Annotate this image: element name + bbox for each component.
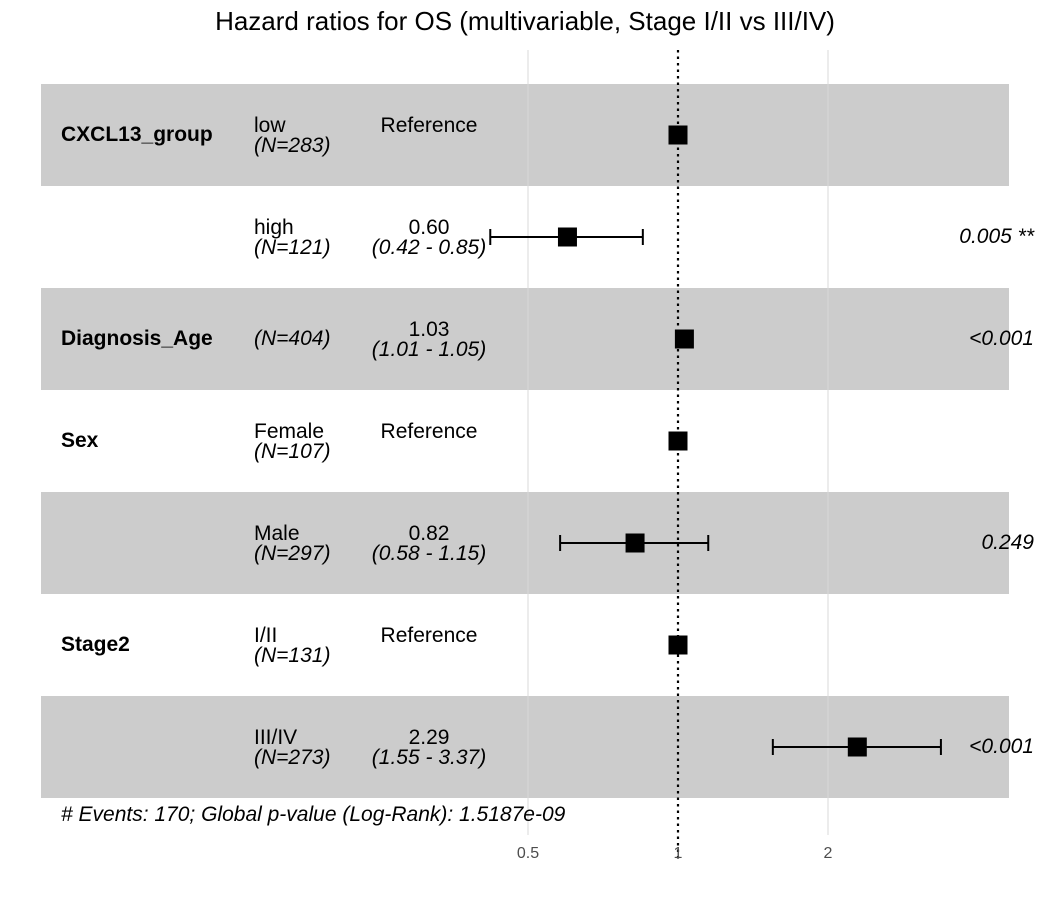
footer-note: # Events: 170; Global p-value (Log-Rank)… <box>61 803 566 826</box>
ci-value: (1.55 - 3.37) <box>371 746 487 769</box>
p-value: <0.001 <box>969 327 1034 350</box>
hr-value: 2.29 <box>408 726 450 749</box>
hr-value: 0.82 <box>408 522 450 545</box>
level-label: high <box>254 216 294 239</box>
hr-value: 1.03 <box>408 318 450 341</box>
hr-point <box>668 125 688 145</box>
n-label: (N=283) <box>254 134 331 157</box>
hr-value: 0.60 <box>408 216 450 239</box>
x-tick-label: 0.5 <box>517 845 539 862</box>
n-label: (N=121) <box>254 236 331 259</box>
hr-point <box>557 227 577 247</box>
p-value: 0.005 ** <box>959 225 1034 248</box>
row-band <box>41 84 1009 186</box>
variable-label: Sex <box>61 429 99 452</box>
chart-title: Hazard ratios for OS (multivariable, Sta… <box>215 6 835 36</box>
row-band <box>41 288 1009 390</box>
ci-value: (0.58 - 1.15) <box>371 542 487 565</box>
hr-point <box>668 431 688 451</box>
n-label: (N=107) <box>254 440 331 463</box>
level-label: Male <box>254 522 300 545</box>
hr-point <box>625 533 645 553</box>
x-tick-label: 2 <box>824 845 833 862</box>
n-label: (N=273) <box>254 746 331 769</box>
hr-point <box>674 329 694 349</box>
variable-label: CXCL13_group <box>61 123 213 146</box>
p-value: 0.249 <box>981 531 1034 554</box>
variable-label: Diagnosis_Age <box>61 327 213 350</box>
ci-value: (1.01 - 1.05) <box>371 338 487 361</box>
n-label: (N=297) <box>254 542 331 565</box>
x-tick-label: 1 <box>674 845 683 862</box>
variable-label: Stage2 <box>61 633 130 656</box>
level-label: III/IV <box>254 726 298 749</box>
level-label: Female <box>254 420 325 443</box>
n-label: (N=404) <box>254 327 331 350</box>
hr-point <box>847 737 867 757</box>
hr-value: Reference <box>380 420 478 443</box>
p-value: <0.001 <box>969 735 1034 758</box>
hr-value: Reference <box>380 624 478 647</box>
level-label: low <box>254 114 286 137</box>
n-label: (N=131) <box>254 644 331 667</box>
hr-value: Reference <box>380 114 478 137</box>
ci-value: (0.42 - 0.85) <box>371 236 487 259</box>
level-label: I/II <box>254 624 278 647</box>
hr-point <box>668 635 688 655</box>
row-band <box>41 492 1009 594</box>
